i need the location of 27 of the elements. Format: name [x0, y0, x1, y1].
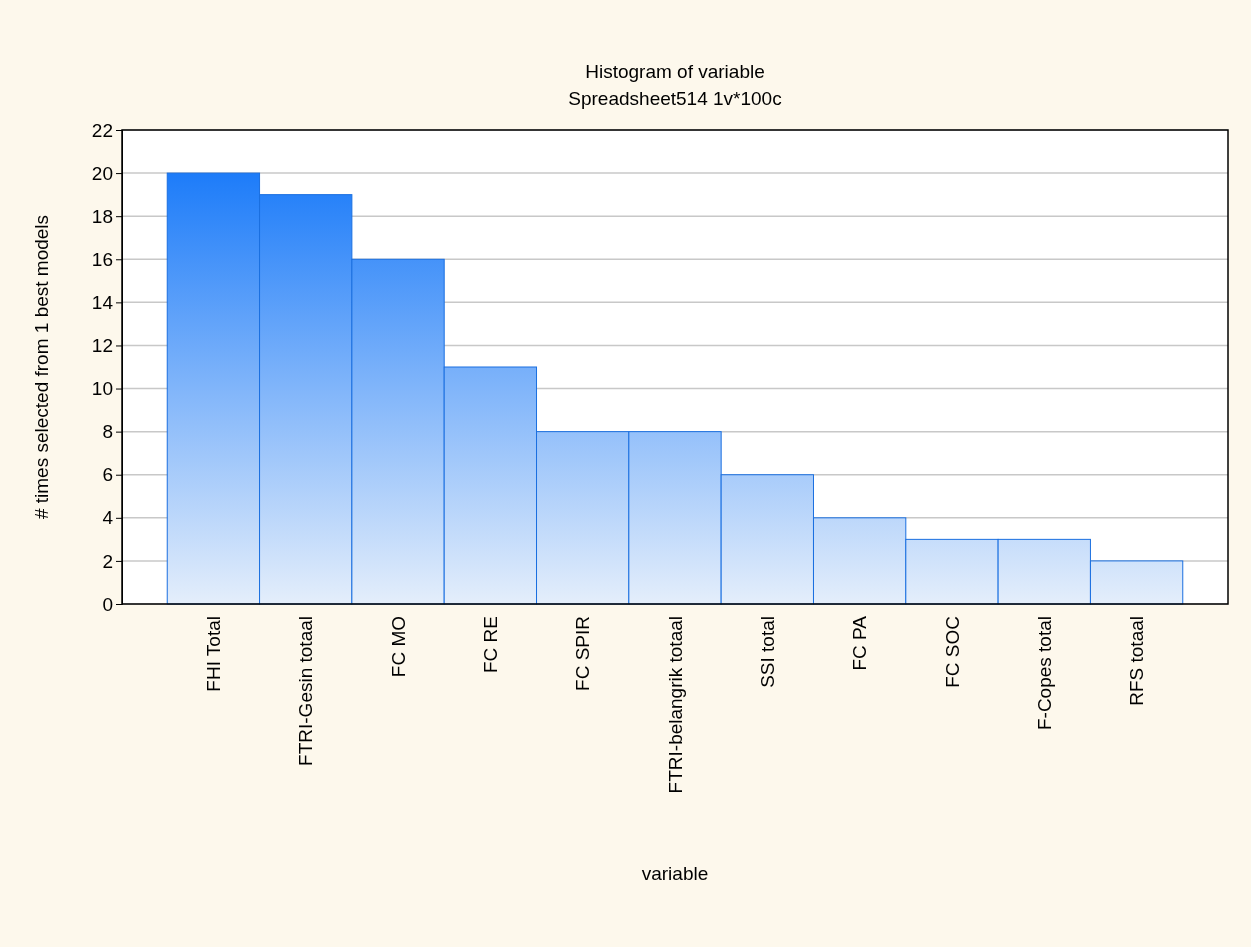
y-tick-label: 10	[91, 378, 113, 400]
x-axis-title: variable	[641, 863, 709, 884]
x-tick-label: SSI total	[756, 616, 778, 688]
y-axis-title: # times selected from 1 best models	[31, 214, 52, 520]
x-tick-label: FTRI-belangrik totaal	[664, 616, 686, 794]
y-tick-label: 16	[91, 248, 113, 270]
x-tick-label: FTRI-Gesin totaal	[295, 616, 317, 766]
y-tick-label: 18	[91, 205, 113, 227]
x-tick-label: FC SPIR	[572, 616, 594, 691]
y-tick-label: 8	[102, 421, 113, 443]
x-tick-label: F-Copes total	[1033, 616, 1055, 731]
x-tick-label: FC MO	[387, 616, 409, 678]
x-tick-label: FC PA	[849, 615, 871, 671]
y-tick-label: 12	[91, 335, 113, 357]
chart-title: Histogram of variable	[585, 61, 765, 82]
y-tick-label: 20	[91, 162, 113, 184]
x-tick-label: FHI Total	[203, 616, 225, 692]
y-tick-label: 4	[102, 507, 114, 529]
y-tick-label: 14	[91, 291, 114, 313]
x-tick-label: FC RE	[480, 616, 502, 673]
y-tick-label: 6	[102, 464, 113, 486]
x-tick-label: RFS totaal	[1126, 616, 1148, 706]
y-tick-label: 2	[102, 550, 113, 572]
chart-subtitle: Spreadsheet514 1v*100c	[568, 88, 782, 109]
y-tick-label: 0	[102, 593, 113, 615]
x-tick-label: FC SOC	[941, 616, 963, 688]
y-tick-label: 22	[91, 119, 113, 141]
